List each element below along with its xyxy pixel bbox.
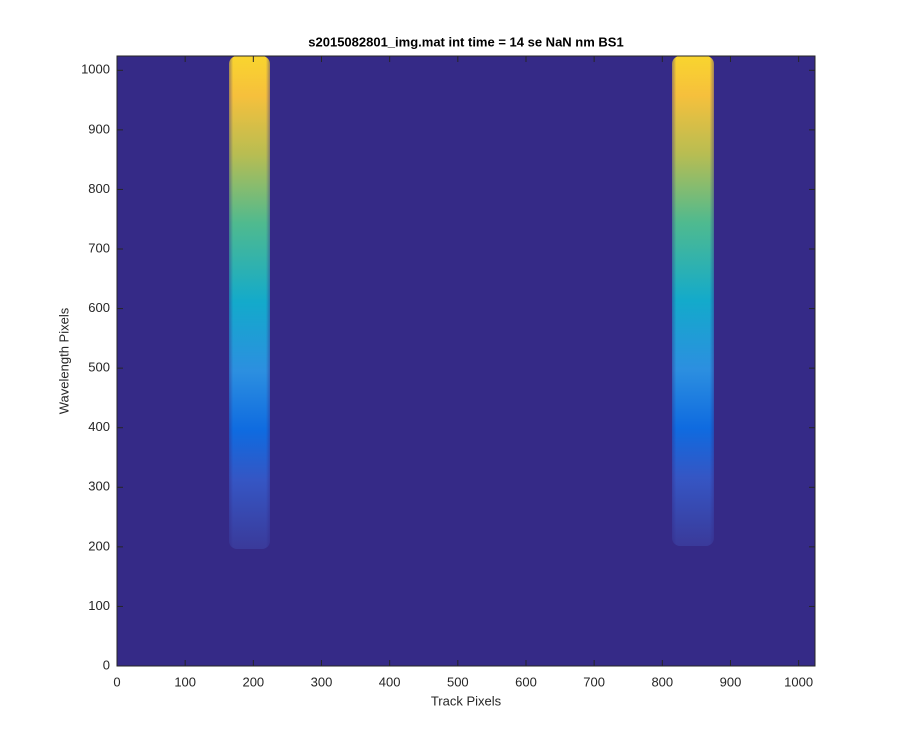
y-tick-label: 900	[88, 121, 110, 136]
y-tick-label: 400	[88, 419, 110, 434]
y-tick-label: 0	[103, 657, 110, 672]
x-tick-label: 700	[583, 674, 605, 689]
x-tick-label: 600	[515, 674, 537, 689]
x-tick-label: 800	[651, 674, 673, 689]
x-tick-label: 100	[174, 674, 196, 689]
y-tick-label: 300	[88, 479, 110, 494]
x-axis-label: Track Pixels	[431, 693, 502, 708]
y-axis-label: Wavelength Pixels	[56, 307, 71, 414]
x-tick-label: 300	[311, 674, 333, 689]
y-tick-label: 200	[88, 538, 110, 553]
x-tick-label: 200	[242, 674, 264, 689]
y-tick-label: 600	[88, 300, 110, 315]
x-tick-label: 900	[720, 674, 742, 689]
axes-box	[116, 55, 816, 667]
x-tick-label: 0	[113, 674, 120, 689]
intensity-band	[672, 56, 714, 546]
y-tick-label: 500	[88, 360, 110, 375]
x-tick-label: 400	[379, 674, 401, 689]
y-tick-label: 700	[88, 240, 110, 255]
y-tick-label: 800	[88, 181, 110, 196]
x-tick-label: 500	[447, 674, 469, 689]
y-tick-label: 1000	[81, 62, 110, 77]
y-tick-label: 100	[88, 598, 110, 613]
chart-title: s2015082801_img.mat int time = 14 se NaN…	[308, 34, 623, 49]
intensity-band	[229, 56, 270, 549]
x-tick-label: 1000	[784, 674, 813, 689]
